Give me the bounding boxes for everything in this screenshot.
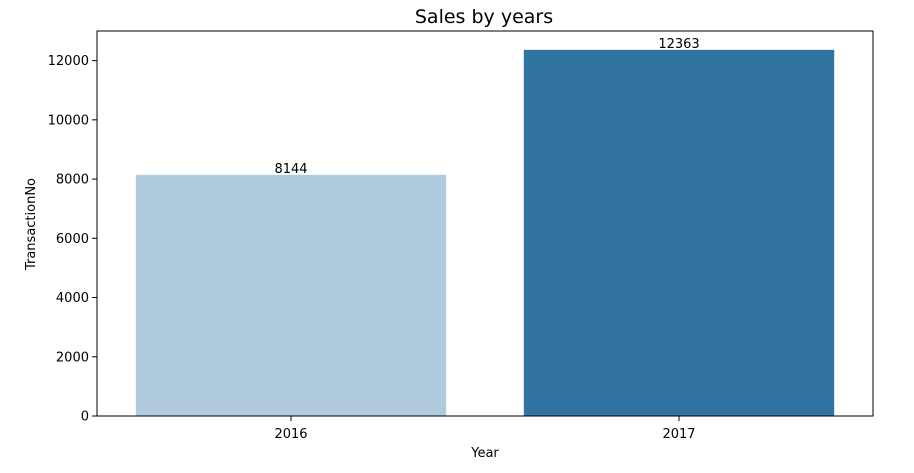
x-tick-label: 2017: [662, 427, 695, 442]
data-label-2016: 8144: [274, 162, 307, 177]
bar-2016: [135, 174, 447, 416]
y-tick-label: 2000: [56, 350, 89, 365]
y-tick-label: 8000: [56, 173, 89, 188]
x-axis-label: Year: [470, 446, 499, 461]
plot-area: 8144 12363: [135, 37, 835, 417]
y-tick-label: 4000: [56, 291, 89, 306]
y-axis: 0 2000 4000 6000 8000 10000 12000: [48, 54, 97, 425]
x-tick-label: 2016: [274, 427, 307, 442]
y-tick-label: 0: [81, 410, 89, 425]
axes-frame: [96, 30, 874, 417]
chart-title: Sales by years: [415, 6, 553, 28]
y-axis-label: TransactionNo: [24, 178, 39, 271]
data-label-2017: 12363: [658, 37, 699, 52]
y-tick-label: 10000: [48, 113, 89, 128]
y-tick-label: 6000: [56, 232, 89, 247]
x-axis: 2016 2017: [274, 416, 696, 442]
bar-2017: [523, 49, 835, 417]
y-tick-label: 12000: [48, 54, 89, 69]
